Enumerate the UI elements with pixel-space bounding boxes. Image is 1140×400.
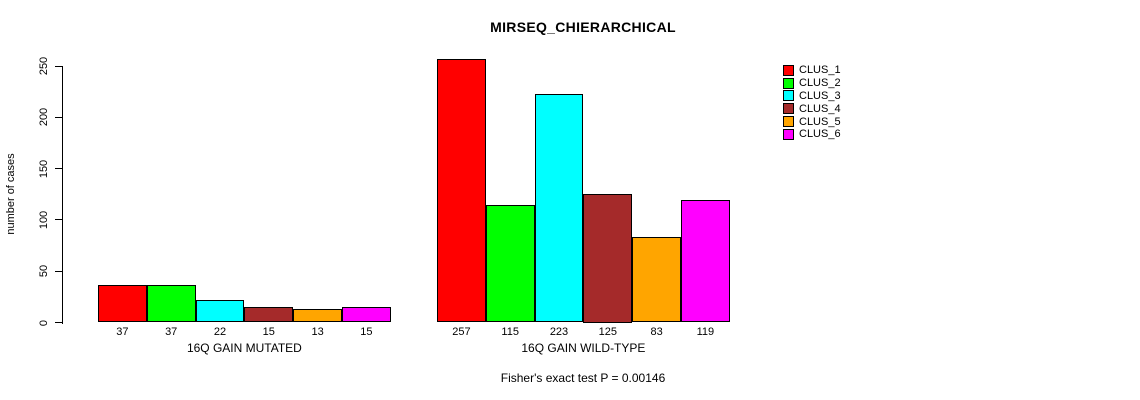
chart-title: MIRSEQ_CHIERARCHICAL	[490, 19, 676, 35]
legend-item: CLUS_4	[783, 102, 841, 115]
y-axis-tick	[55, 322, 62, 323]
y-axis-tick-label: 50	[38, 265, 50, 278]
bar-clus_6-wildtype	[681, 200, 730, 323]
legend-item: CLUS_3	[783, 90, 841, 103]
bar-value-label: 15	[360, 326, 373, 338]
y-axis-label: number of cases	[5, 153, 17, 235]
y-axis-line	[62, 66, 63, 324]
legend-swatch-icon	[783, 77, 794, 89]
bar-value-label: 15	[262, 326, 275, 338]
bar-value-label: 115	[501, 326, 519, 338]
legend-swatch-icon	[783, 128, 794, 140]
bar-value-label: 223	[549, 326, 569, 338]
y-axis-tick	[55, 219, 62, 221]
bar-clus_1-wildtype	[437, 58, 486, 323]
legend-label: CLUS_2	[799, 77, 841, 90]
legend-item: CLUS_1	[783, 64, 841, 77]
legend-label: CLUS_6	[799, 128, 841, 141]
bar-clus_6-mutated	[342, 307, 391, 323]
bar-value-label: 22	[213, 326, 227, 338]
bar-value-label: 37	[116, 326, 129, 338]
legend-label: CLUS_3	[799, 89, 841, 102]
bar-clus_2-wildtype	[485, 204, 535, 323]
legend-swatch-icon	[783, 103, 794, 115]
y-axis-tick-label: 250	[38, 56, 50, 76]
y-axis-tick	[55, 65, 62, 67]
legend-swatch-icon	[783, 116, 794, 128]
bar-clus_2-mutated	[146, 284, 196, 323]
bar-value-label: 13	[311, 326, 324, 338]
bar-clus_4-wildtype	[583, 194, 633, 323]
group-label-mutated: 16Q GAIN MUTATED	[186, 341, 302, 355]
bar-clus_4-mutated	[244, 307, 294, 323]
y-axis-tick	[55, 168, 62, 170]
y-axis-tick	[55, 116, 62, 118]
y-axis-tick	[55, 270, 62, 272]
legend-item: CLUS_6	[783, 128, 841, 141]
bar-value-label: 125	[598, 326, 617, 338]
legend-label: CLUS_1	[799, 64, 841, 77]
legend-label: CLUS_5	[799, 115, 841, 128]
y-axis-tick-label: 150	[38, 159, 50, 178]
group-label-wildtype: 16Q GAIN WILD-TYPE	[521, 341, 646, 355]
bar-value-label: 83	[650, 326, 663, 338]
bar-clus_5-mutated	[293, 309, 342, 323]
bar-clus_3-mutated	[195, 299, 245, 323]
legend-swatch-icon	[783, 64, 794, 76]
legend-label: CLUS_4	[799, 102, 841, 115]
bar-value-label: 37	[165, 326, 178, 338]
footnote: Fisher's exact test P = 0.00146	[500, 371, 666, 385]
y-axis-tick-label: 0	[38, 319, 50, 326]
y-axis-tick-label: 100	[38, 210, 50, 230]
legend-item: CLUS_5	[783, 115, 841, 128]
legend: CLUS_1 CLUS_2 CLUS_3 CLUS_4 CLUS_5 CLUS_6	[783, 64, 841, 141]
bar-clus_1-mutated	[98, 284, 147, 323]
legend-swatch-icon	[783, 90, 794, 102]
bar-value-label: 257	[452, 326, 471, 338]
bar-value-label: 119	[696, 326, 715, 338]
bar-clus_3-wildtype	[534, 93, 584, 323]
y-axis-tick-label: 200	[38, 108, 50, 127]
bar-clus_5-wildtype	[632, 237, 681, 323]
legend-item: CLUS_2	[783, 77, 841, 90]
